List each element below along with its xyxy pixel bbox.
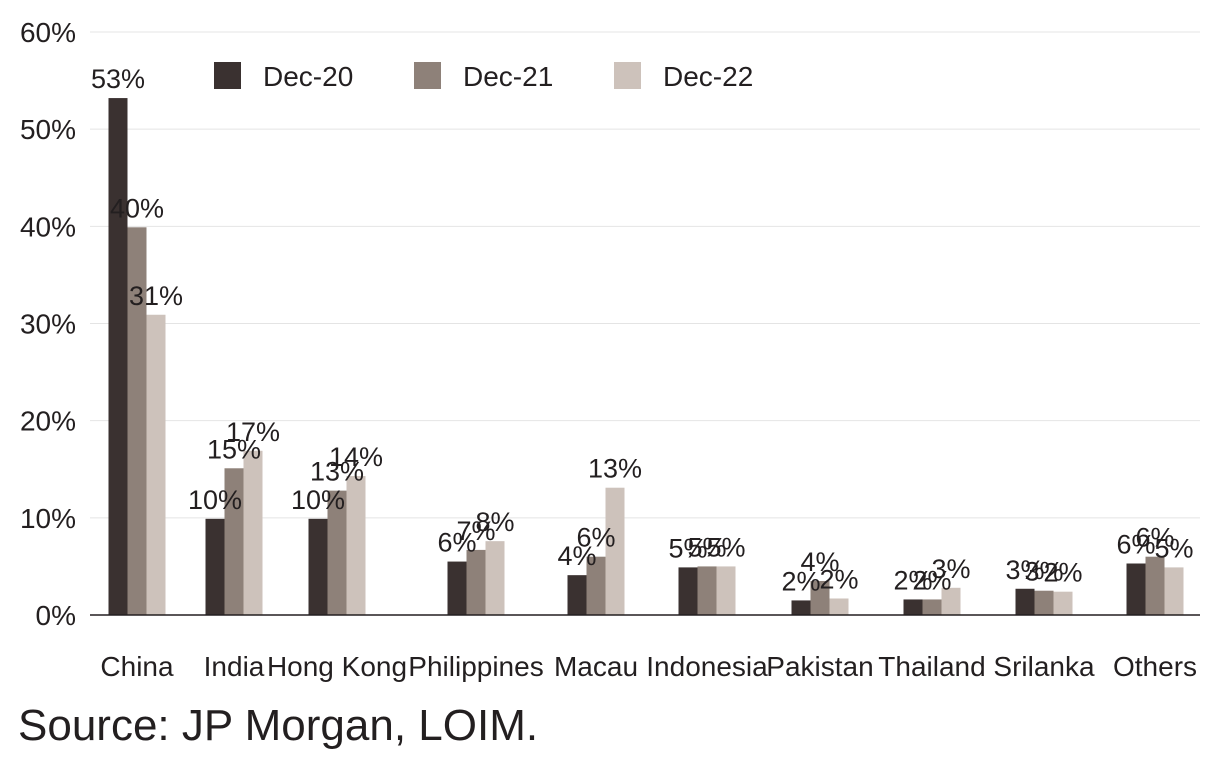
bar: [447, 561, 467, 615]
data-label: 5%: [706, 532, 745, 562]
data-label: 15%: [207, 434, 261, 464]
data-label: 10%: [188, 485, 242, 515]
legend-label: Dec-20: [263, 61, 353, 92]
bar: [1126, 563, 1146, 615]
bar: [308, 518, 328, 615]
bar: [922, 599, 942, 615]
y-tick-label: 40%: [20, 211, 76, 242]
x-category-label: Hong Kong: [267, 651, 407, 682]
data-label: 6%: [1116, 530, 1155, 560]
data-label: 5%: [1154, 533, 1193, 563]
bar: [346, 476, 366, 615]
data-label: 4%: [800, 547, 839, 577]
legend-swatch: [414, 62, 441, 89]
data-label: 2%: [893, 565, 932, 595]
data-label: 53%: [91, 64, 145, 94]
x-category-label: Srilanka: [993, 651, 1095, 682]
data-label: 17%: [226, 417, 280, 447]
bar: [1164, 567, 1184, 615]
bar: [586, 556, 606, 615]
y-tick-label: 20%: [20, 406, 76, 437]
y-tick-label: 50%: [20, 114, 76, 145]
y-tick-label: 0%: [36, 600, 76, 631]
bar: [678, 567, 698, 615]
bar: [1145, 556, 1165, 615]
data-label: 6%: [1135, 523, 1174, 553]
data-label: 2%: [1043, 558, 1082, 588]
data-label: 3%: [1024, 557, 1063, 587]
legend-label: Dec-22: [663, 61, 753, 92]
data-label: 2%: [819, 564, 858, 594]
data-label: 2%: [781, 566, 820, 596]
data-label: 5%: [668, 533, 707, 563]
data-label: 4%: [557, 541, 596, 571]
x-category-label: India: [204, 651, 265, 682]
data-label: 31%: [129, 281, 183, 311]
x-category-label: Philippines: [408, 651, 543, 682]
y-tick-label: 10%: [20, 503, 76, 534]
bar: [697, 566, 717, 615]
data-label: 6%: [576, 523, 615, 553]
data-label: 3%: [1005, 555, 1044, 585]
bar: [1034, 590, 1054, 615]
bar: [605, 487, 625, 615]
data-label: 10%: [291, 485, 345, 515]
x-category-label: Indonesia: [646, 651, 768, 682]
bar: [810, 580, 830, 615]
x-category-label: China: [100, 651, 174, 682]
bar: [941, 587, 961, 615]
source-note: Source: JP Morgan, LOIM.: [18, 701, 539, 750]
bar: [791, 600, 811, 615]
bar: [1015, 588, 1035, 615]
bar: [829, 598, 849, 615]
bar: [327, 490, 347, 615]
bar: [243, 450, 263, 615]
bar: [466, 549, 486, 615]
legend-label: Dec-21: [463, 61, 553, 92]
bar: [903, 599, 923, 615]
data-label: 2%: [912, 565, 951, 595]
data-label: 8%: [475, 507, 514, 537]
legend-swatch: [214, 62, 241, 89]
legend-swatch: [614, 62, 641, 89]
data-label: 6%: [437, 528, 476, 558]
bar: [146, 314, 166, 615]
x-category-label: Macau: [554, 651, 638, 682]
bar: [716, 566, 736, 615]
y-tick-label: 60%: [20, 17, 76, 48]
data-label: 3%: [931, 554, 970, 584]
bar: [205, 518, 225, 615]
x-category-label: Others: [1113, 651, 1197, 682]
bar: [127, 227, 147, 615]
bar: [108, 98, 128, 615]
data-label: 13%: [310, 457, 364, 487]
bar-chart: 0%10%20%30%40%50%60%53%10% 10%6% 4% 5%2% 2% 3…: [20, 17, 1200, 682]
bar: [567, 575, 587, 615]
bar: [485, 541, 505, 615]
y-tick-label: 30%: [20, 309, 76, 340]
data-label: 13%: [588, 454, 642, 484]
x-category-label: Thailand: [878, 651, 985, 682]
data-label: 7%: [456, 516, 495, 546]
bar: [224, 468, 244, 615]
data-label: 5%: [687, 532, 726, 562]
bar: [1053, 591, 1073, 615]
x-category-label: Pakistan: [766, 651, 873, 682]
data-label: 40%: [110, 193, 164, 223]
data-label: 14%: [329, 442, 383, 472]
